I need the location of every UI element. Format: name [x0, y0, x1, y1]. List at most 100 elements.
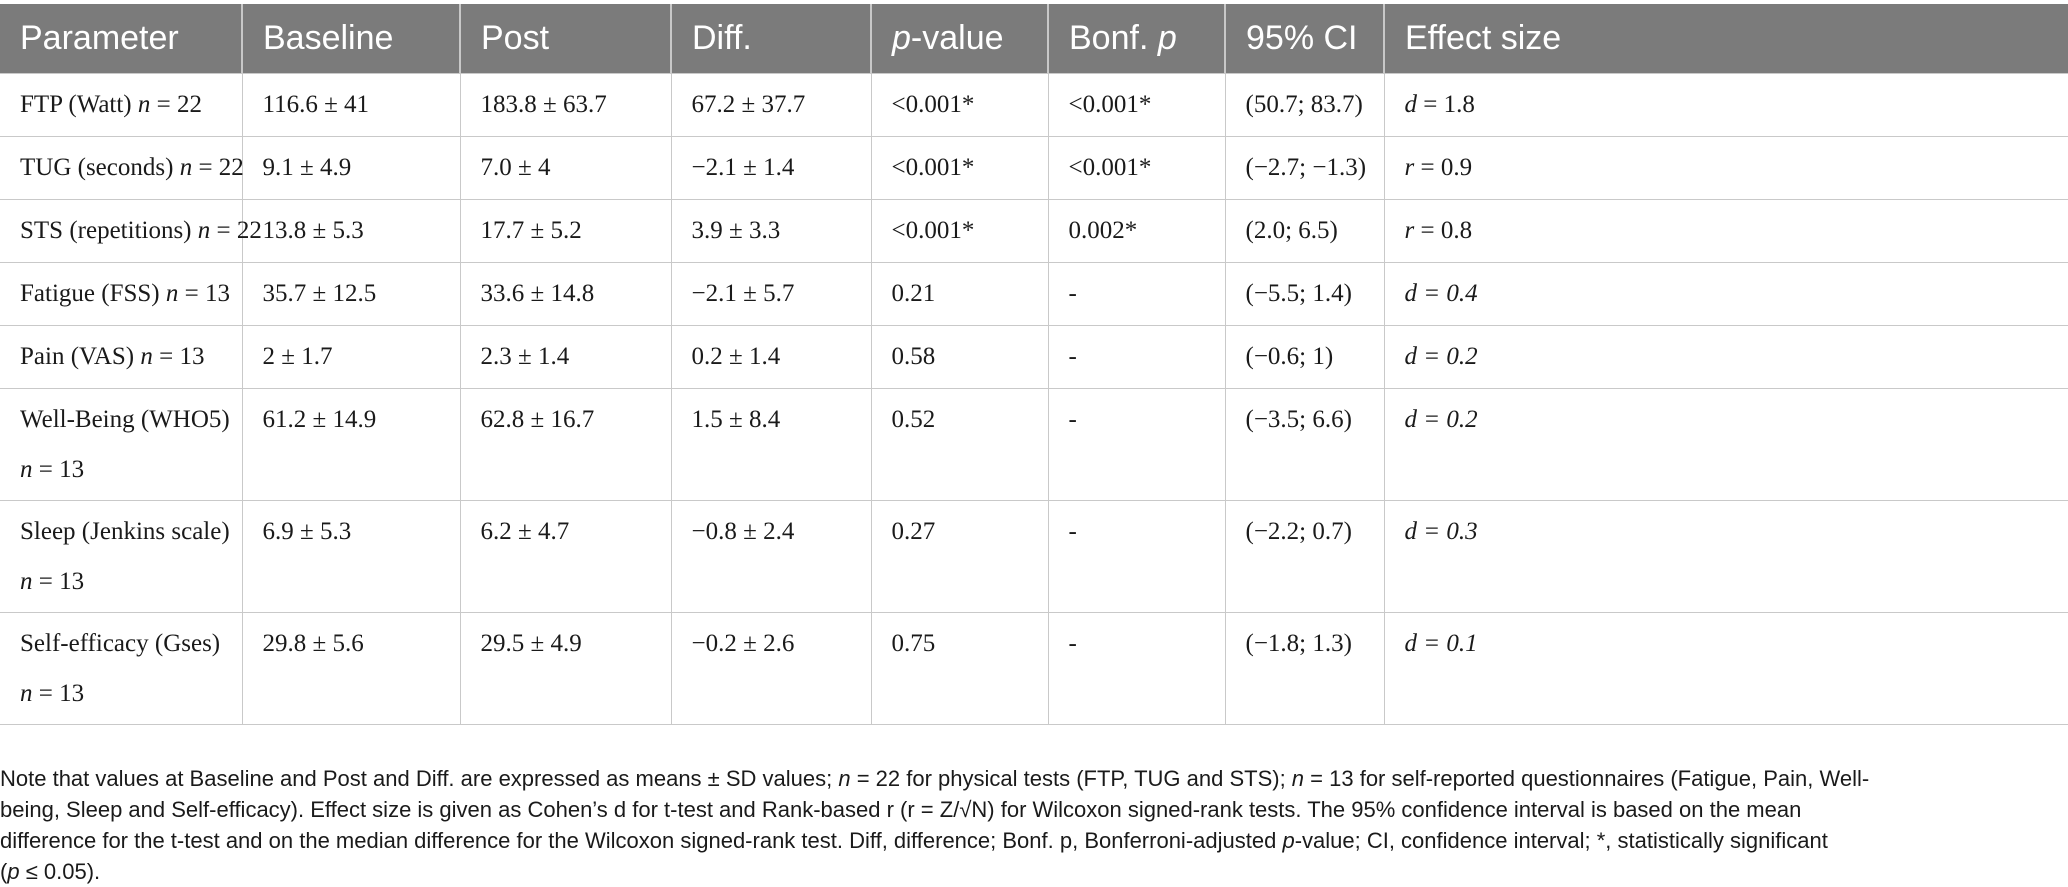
- param-label: Self-efficacy (Gses): [20, 630, 221, 657]
- cell-ci: (2.0; 6.5): [1224, 199, 1385, 263]
- param-n: n: [179, 154, 193, 181]
- table-row: Sleep (Jenkins scale) n = 13 6.9 ± 5.3 6.…: [0, 500, 2068, 613]
- param-n: n: [140, 343, 153, 370]
- effect-var: d: [1404, 343, 1418, 370]
- effect-val: = 0.2: [1417, 406, 1478, 433]
- table-row: Fatigue (FSS) n = 13 35.7 ± 12.5 33.6 ± …: [0, 262, 2068, 326]
- cell-pvalue: <0.001*: [870, 73, 1049, 137]
- param-n: n: [20, 680, 33, 707]
- table-header-row: Parameter Baseline Post Diff. p-value Bo…: [0, 4, 2068, 74]
- cell-ci: (−2.7; −1.3): [1224, 136, 1385, 200]
- cell-ci: (−3.5; 6.6): [1224, 388, 1385, 501]
- param-label: FTP (Watt): [20, 91, 138, 118]
- cell-pvalue: 0.75: [870, 612, 1049, 725]
- param-n: n: [165, 280, 179, 307]
- cell-post: 7.0 ± 4: [459, 136, 672, 200]
- table-row: Well-Being (WHO5) n = 13 61.2 ± 14.9 62.8…: [0, 388, 2068, 501]
- param-n: n: [20, 456, 33, 483]
- header-pvalue-p: p: [892, 19, 911, 57]
- cell-bonf: -: [1047, 500, 1226, 613]
- header-pvalue-rest: -value: [910, 19, 1004, 57]
- param-label: Pain (VAS): [20, 343, 141, 370]
- param-nval: = 13: [152, 343, 205, 370]
- cell-baseline: 13.8 ± 5.3: [241, 199, 461, 263]
- cell-baseline: 29.8 ± 5.6: [241, 612, 461, 725]
- cell-baseline: 61.2 ± 14.9: [241, 388, 461, 501]
- cell-parameter: Sleep (Jenkins scale) n = 13: [0, 500, 243, 613]
- effect-val: = 0.9: [1414, 154, 1473, 181]
- param-label: Sleep (Jenkins scale): [20, 518, 230, 545]
- footnote-line-4: (p ≤ 0.05).: [0, 859, 101, 884]
- effect-var: d: [1404, 280, 1418, 307]
- cell-diff: −0.2 ± 2.6: [670, 612, 872, 725]
- header-post: Post: [460, 4, 672, 74]
- effect-val: = 0.1: [1417, 630, 1478, 657]
- effect-var: d: [1404, 630, 1418, 657]
- cell-post: 29.5 ± 4.9: [459, 612, 672, 725]
- cell-baseline: 35.7 ± 12.5: [241, 262, 461, 326]
- cell-ci: (−1.8; 1.3): [1224, 612, 1385, 725]
- param-nval: = 13: [32, 456, 85, 483]
- effect-var: r: [1404, 217, 1415, 244]
- header-bonf: Bonf. p: [1048, 4, 1226, 74]
- header-effect: Effect size: [1384, 4, 2068, 74]
- param-n: n: [137, 91, 151, 118]
- cell-effect: d = 0.3: [1383, 500, 2068, 613]
- cell-effect: d = 0.4: [1383, 262, 2068, 326]
- cell-ci: (−2.2; 0.7): [1224, 500, 1385, 613]
- param-n: n: [197, 217, 211, 244]
- cell-diff: 3.9 ± 3.3: [670, 199, 872, 263]
- cell-bonf: -: [1047, 325, 1226, 389]
- header-bonf-p: p: [1157, 19, 1177, 57]
- cell-bonf: <0.001*: [1047, 73, 1226, 137]
- cell-bonf: -: [1047, 612, 1226, 725]
- cell-effect: d = 1.8: [1383, 73, 2068, 137]
- effect-var: r: [1404, 154, 1415, 181]
- cell-effect: r = 0.8: [1383, 199, 2068, 263]
- footnote-line-3: difference for the t-test and on the med…: [0, 828, 1828, 853]
- cell-diff: −2.1 ± 5.7: [670, 262, 872, 326]
- effect-val: = 0.4: [1417, 280, 1478, 307]
- cell-baseline: 6.9 ± 5.3: [241, 500, 461, 613]
- header-pvalue: p-value: [871, 4, 1049, 74]
- cell-effect: d = 0.1: [1383, 612, 2068, 725]
- cell-pvalue: 0.58: [870, 325, 1049, 389]
- param-nval: = 13: [32, 680, 85, 707]
- results-table: Parameter Baseline Post Diff. p-value Bo…: [0, 4, 2068, 725]
- table-row: Self-efficacy (Gses) n = 13 29.8 ± 5.6 29…: [0, 612, 2068, 725]
- cell-diff: −2.1 ± 1.4: [670, 136, 872, 200]
- cell-effect: d = 0.2: [1383, 388, 2068, 501]
- effect-var: d: [1404, 406, 1418, 433]
- cell-post: 62.8 ± 16.7: [459, 388, 672, 501]
- param-label: TUG (seconds): [20, 154, 180, 181]
- footnote-line-2: being, Sleep and Self-efficacy). Effect …: [0, 797, 1802, 822]
- param-nval: = 22: [150, 91, 202, 118]
- cell-pvalue: 0.21: [870, 262, 1049, 326]
- effect-val: = 0.8: [1414, 217, 1473, 244]
- cell-baseline: 116.6 ± 41: [241, 73, 461, 137]
- param-nval: = 22: [210, 217, 262, 244]
- param-label: Fatigue (FSS): [20, 280, 166, 307]
- cell-pvalue: <0.001*: [870, 199, 1049, 263]
- cell-parameter: STS (repetitions) n = 22: [0, 199, 262, 263]
- param-n: n: [20, 568, 33, 595]
- cell-diff: 0.2 ± 1.4: [670, 325, 872, 389]
- header-ci: 95% CI: [1225, 4, 1385, 74]
- effect-var: d: [1404, 518, 1418, 545]
- cell-effect: r = 0.9: [1383, 136, 2068, 200]
- cell-post: 2.3 ± 1.4: [459, 325, 672, 389]
- param-nval: = 22: [192, 154, 244, 181]
- table-row: FTP (Watt) n = 22 116.6 ± 41 183.8 ± 63.…: [0, 73, 2068, 137]
- cell-effect: d = 0.2: [1383, 325, 2068, 389]
- cell-parameter: Self-efficacy (Gses) n = 13: [0, 612, 243, 725]
- cell-ci: (−5.5; 1.4): [1224, 262, 1385, 326]
- table-row: TUG (seconds) n = 22 9.1 ± 4.9 7.0 ± 4 −…: [0, 136, 2068, 200]
- table-footnote: Note that values at Baseline and Post an…: [0, 763, 2050, 887]
- cell-post: 17.7 ± 5.2: [459, 199, 672, 263]
- cell-post: 183.8 ± 63.7: [459, 73, 672, 137]
- cell-diff: 67.2 ± 37.7: [670, 73, 872, 137]
- cell-parameter: Well-Being (WHO5) n = 13: [0, 388, 243, 501]
- param-label: STS (repetitions): [20, 217, 198, 244]
- table-row: STS (repetitions) n = 22 13.8 ± 5.3 17.7…: [0, 199, 2068, 263]
- param-nval: = 13: [32, 568, 85, 595]
